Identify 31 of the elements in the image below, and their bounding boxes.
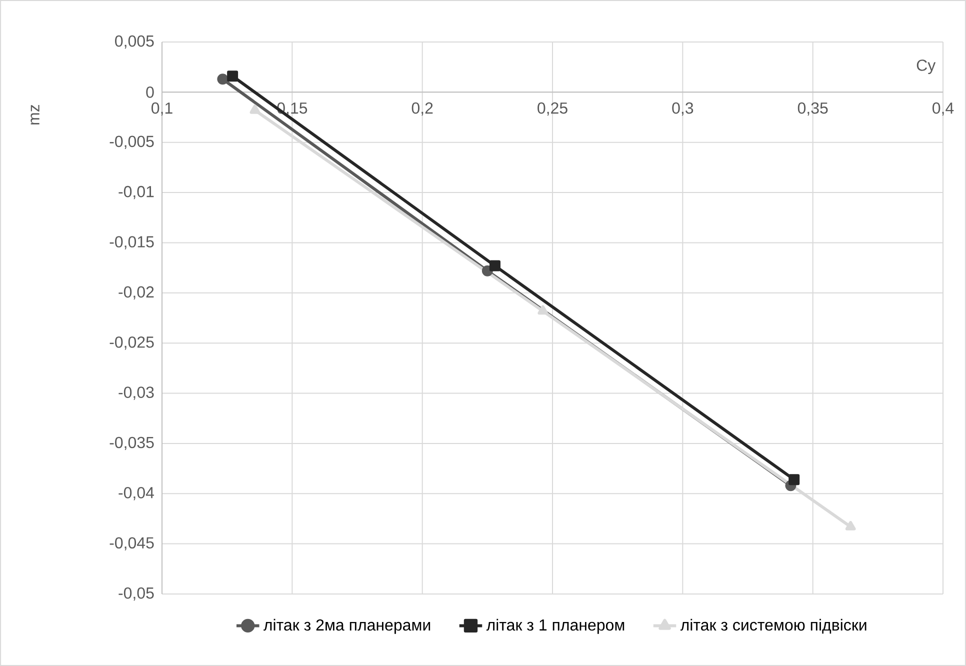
point bbox=[538, 305, 548, 315]
point bbox=[482, 265, 493, 276]
y-axis-title: mz bbox=[30, 105, 40, 124]
y-tick-label: -0,02 bbox=[118, 286, 154, 300]
y-tick-label: -0,025 bbox=[110, 336, 154, 350]
legend-label: літак з системою підвіски bbox=[680, 618, 866, 634]
y-tick-label: 0 bbox=[146, 86, 154, 98]
x-axis-title: Cy bbox=[916, 60, 936, 74]
point bbox=[217, 74, 228, 85]
x-tick-label: 0,25 bbox=[538, 102, 568, 116]
x-tick-label: 0,35 bbox=[798, 102, 828, 116]
y-tick-label: -0,05 bbox=[118, 587, 154, 601]
point bbox=[788, 474, 800, 486]
point bbox=[227, 70, 238, 82]
y-tick-label: -0,03 bbox=[118, 386, 154, 400]
y-tick-label: -0,035 bbox=[110, 436, 154, 450]
x-tick-label: 0,1 bbox=[152, 102, 172, 116]
y-tick-label: -0,005 bbox=[110, 136, 154, 149]
y-tick-label: -0,045 bbox=[110, 537, 154, 550]
point bbox=[845, 520, 856, 530]
y-tick-label: -0,015 bbox=[110, 236, 154, 250]
x-tick-label: 0,3 bbox=[672, 102, 694, 116]
y-tick-label: -0,01 bbox=[118, 186, 154, 200]
y-tick-label: -0,04 bbox=[118, 487, 154, 500]
y-tick-label: 0,005 bbox=[115, 35, 154, 49]
x-tick-label: 0,4 bbox=[932, 102, 954, 116]
legend-label: літак з 1 планером bbox=[486, 618, 624, 634]
legend-label: літак з 2ма планерами bbox=[264, 618, 430, 634]
point bbox=[489, 260, 500, 272]
x-tick-label: 0,2 bbox=[412, 102, 433, 116]
point bbox=[250, 104, 260, 114]
